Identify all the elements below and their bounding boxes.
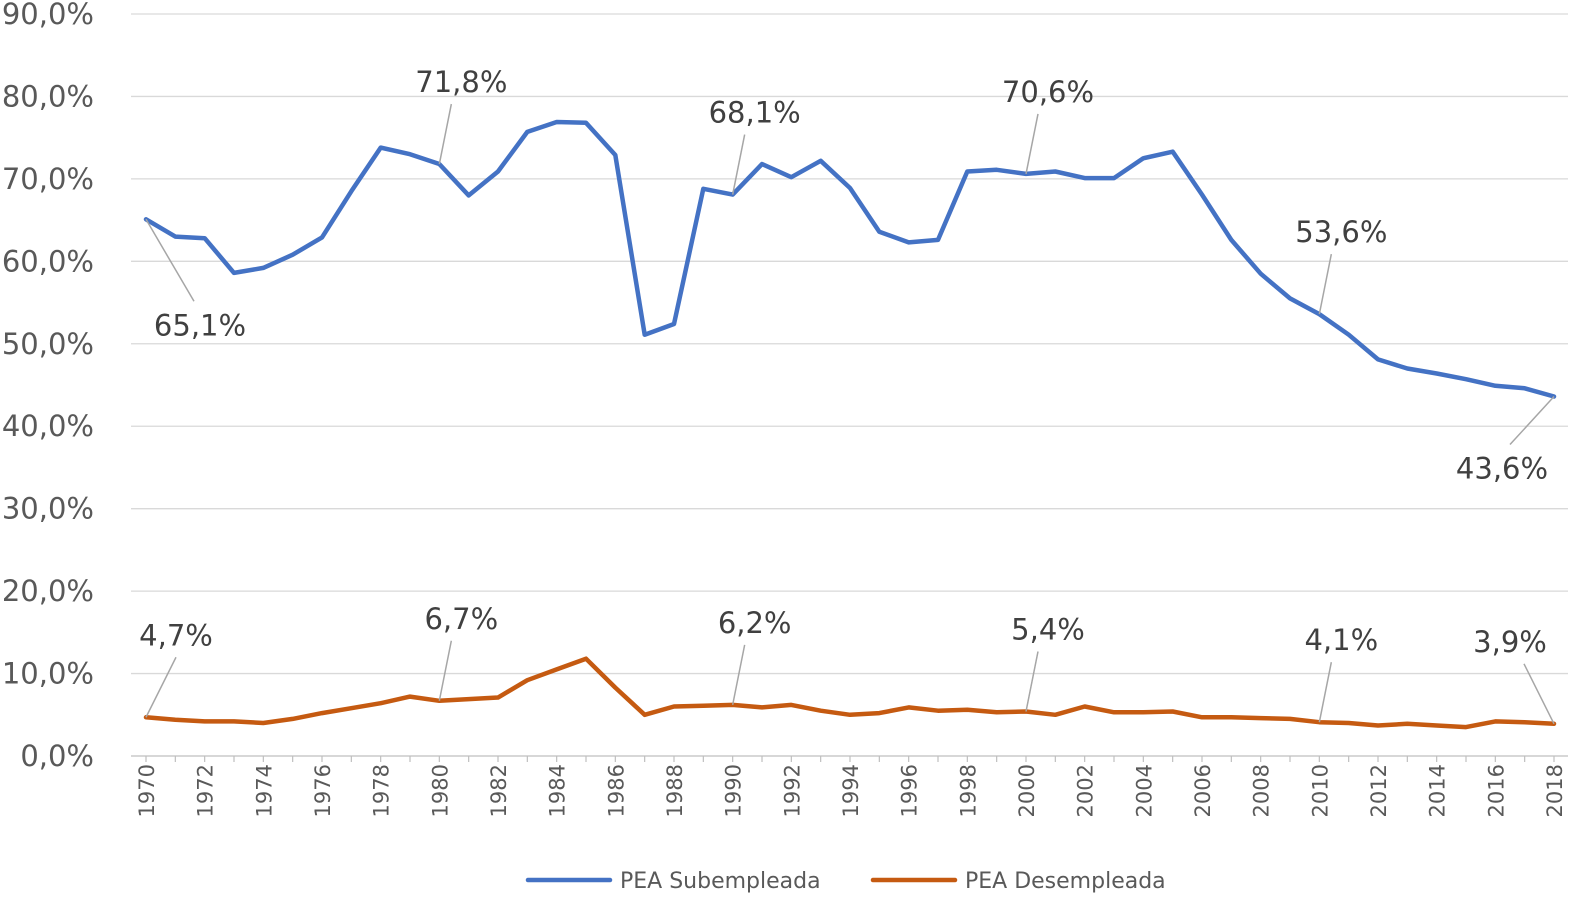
leader-line [731,134,746,195]
y-tick-label: 60,0% [2,244,94,278]
leader-line [438,103,453,165]
y-tick-label: 40,0% [2,409,94,443]
data-label: 6,7% [424,602,498,636]
x-tick-label: 1994 [839,764,863,817]
data-label: 65,1% [154,308,246,342]
leader-line [1509,396,1555,446]
data-label: 68,1% [709,96,801,130]
leader-line [1025,113,1039,175]
y-tick-label: 0,0% [20,739,94,773]
leader-line [1318,253,1333,315]
data-label: 53,6% [1295,215,1387,249]
data-label: 71,8% [415,65,507,99]
x-tick-label: 2010 [1308,764,1332,817]
x-tick-label: 1970 [135,764,159,817]
data-label: 5,4% [1011,612,1085,646]
x-tick-label: 2014 [1426,764,1450,817]
y-tick-label: 10,0% [2,657,94,691]
data-labels: 65,1% 71,8% 68,1% 70,6% 53,6% 43,6% 4,7% 6,7% 6,… [139,65,1548,659]
y-tick-label: 50,0% [2,327,94,361]
x-tick-label: 2004 [1132,764,1156,817]
legend-label: PEA Desempleada [965,869,1166,894]
x-tick-label: 2006 [1191,764,1215,817]
leader-line [145,656,177,718]
x-tick-label: 1992 [780,764,804,817]
x-tick-label: 1974 [252,764,276,817]
leader-line [731,644,746,706]
x-tick-label: 2008 [1250,764,1274,817]
x-tick-label: 1984 [546,764,570,817]
gridlines [131,13,1568,757]
x-tick-label: 2018 [1543,764,1567,817]
legend-label: PEA Subempleada [620,869,821,894]
y-axis: 0,0% 10,0% 20,0% 30,0% 40,0% 50,0% 60,0% 70,0% 8… [2,0,94,773]
x-tick-label: 2012 [1367,764,1391,817]
leader-line [1025,651,1039,712]
y-tick-label: 20,0% [2,574,94,608]
y-tick-label: 30,0% [2,492,94,526]
legend: PEA Subempleada PEA Desempleada [525,869,1166,894]
data-label: 43,6% [1456,452,1548,486]
y-tick-label: 80,0% [2,79,94,113]
x-tick-label: 2016 [1484,764,1508,817]
x-tick-label: 1980 [428,764,452,817]
x-tick-label: 1976 [311,764,335,817]
x-tick-label: 1982 [487,764,511,817]
data-label: 6,2% [718,606,792,640]
x-tick-label: 1972 [194,764,218,817]
leader-line [1318,662,1333,723]
series-line-desempleada [143,656,1557,730]
x-tick-label: 2000 [1015,764,1039,817]
leader-lines [145,103,1555,725]
x-tick-label: 1988 [663,764,687,817]
series-line-subempleada [143,119,1557,399]
data-label: 3,9% [1473,625,1547,659]
series-lines [143,119,1557,730]
y-tick-label: 90,0% [2,0,94,31]
y-tick-label: 70,0% [2,162,94,196]
data-label: 4,1% [1304,623,1378,657]
leader-line [1523,663,1555,725]
x-tick-label: 1978 [370,764,394,817]
data-label: 70,6% [1002,75,1094,109]
data-label: 4,7% [139,618,213,652]
x-tick-label: 1990 [722,764,746,817]
x-tick-label: 1998 [956,764,980,817]
leader-line [145,218,195,302]
x-axis: 1970 1972 1974 1976 1978 1980 1982 1984 1986 1988… [135,756,1567,817]
x-tick-label: 2002 [1074,764,1098,817]
x-tick-label: 1986 [604,764,628,817]
leader-line [438,640,453,701]
x-tick-label: 1996 [898,764,922,817]
